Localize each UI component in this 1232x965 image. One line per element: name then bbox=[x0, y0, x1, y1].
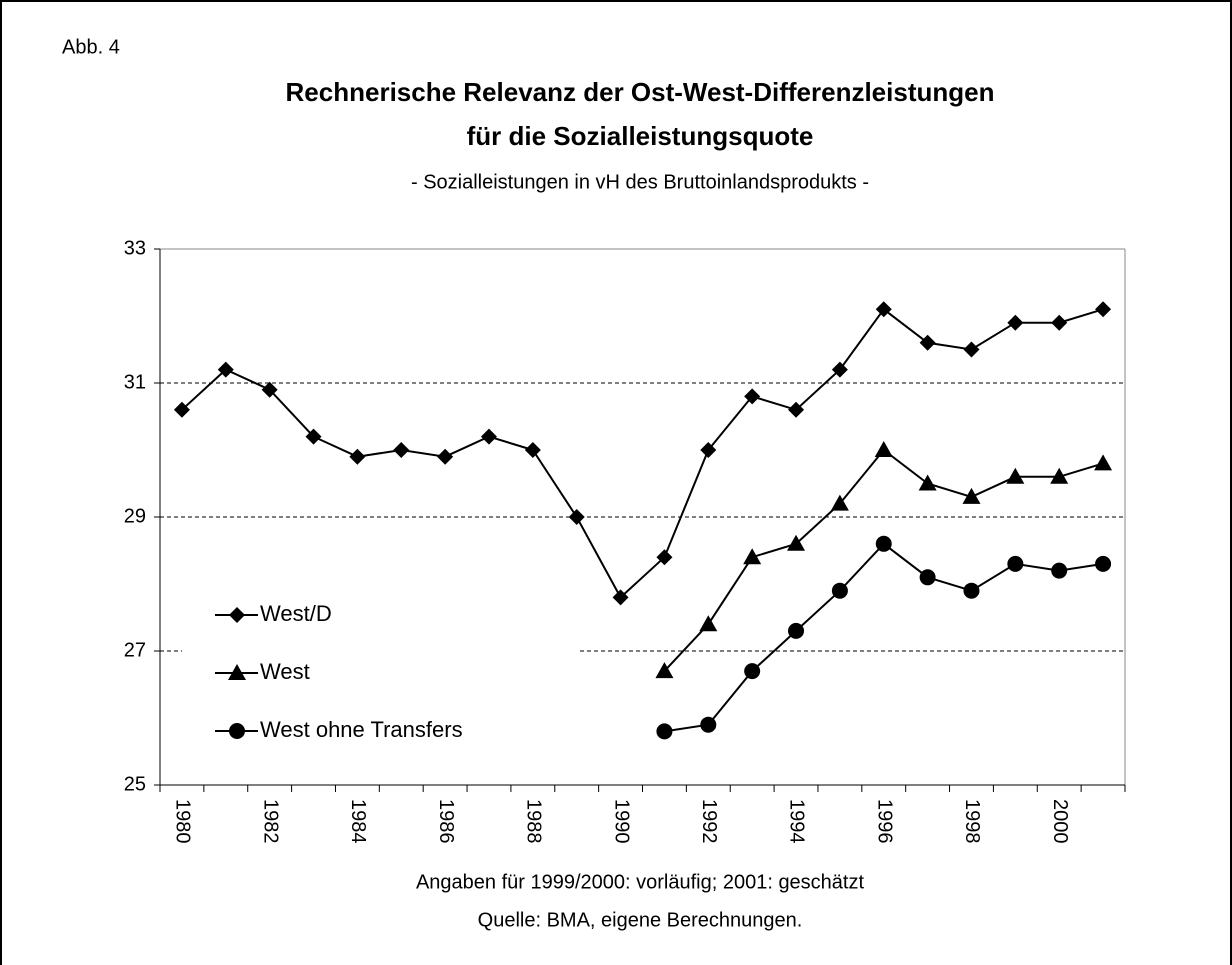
marker bbox=[919, 334, 936, 351]
marker bbox=[229, 723, 245, 739]
marker bbox=[831, 582, 848, 599]
marker bbox=[963, 582, 980, 599]
marker bbox=[918, 474, 937, 491]
y-tick-label: 31 bbox=[124, 371, 146, 393]
legend-bg bbox=[182, 594, 577, 756]
chart-title: für die Sozialleistungsquote bbox=[467, 121, 814, 151]
series-line bbox=[181, 307, 1104, 600]
marker bbox=[1095, 555, 1112, 572]
marker bbox=[612, 589, 629, 606]
marker bbox=[700, 716, 717, 733]
marker bbox=[962, 487, 981, 504]
legend-label: West bbox=[260, 659, 310, 684]
marker bbox=[568, 509, 585, 525]
marker bbox=[228, 664, 246, 680]
marker bbox=[393, 442, 410, 458]
marker bbox=[1007, 314, 1024, 331]
marker bbox=[874, 441, 893, 457]
x-tick-label: 1982 bbox=[259, 799, 281, 844]
y-tick-label: 27 bbox=[124, 639, 146, 661]
chart-subtitle: - Sozialleistungen in vH des Bruttoinlan… bbox=[411, 171, 869, 193]
marker bbox=[437, 448, 454, 465]
y-tick-label: 29 bbox=[124, 505, 146, 527]
x-tick-label: 1988 bbox=[523, 799, 545, 844]
marker bbox=[1095, 301, 1112, 318]
marker bbox=[217, 361, 234, 378]
note: Quelle: BMA, eigene Berechnungen. bbox=[478, 909, 803, 931]
marker bbox=[480, 428, 497, 445]
marker bbox=[875, 301, 892, 318]
legend-label: West ohne Transfers bbox=[260, 717, 463, 742]
x-tick-label: 1994 bbox=[786, 799, 808, 844]
marker bbox=[261, 381, 278, 398]
marker bbox=[524, 442, 541, 458]
marker bbox=[656, 723, 673, 740]
marker bbox=[744, 663, 761, 680]
x-tick-label: 1980 bbox=[172, 799, 194, 844]
marker bbox=[699, 615, 718, 632]
marker bbox=[1051, 562, 1068, 579]
marker bbox=[700, 442, 717, 458]
x-tick-label: 1990 bbox=[610, 799, 632, 844]
x-tick-label: 1998 bbox=[961, 799, 983, 844]
marker bbox=[173, 401, 190, 418]
legend: West/D West West ohne Transfers bbox=[182, 594, 577, 756]
marker bbox=[788, 401, 805, 418]
y-tick-label: 33 bbox=[124, 237, 146, 259]
x-tick-label: 1986 bbox=[435, 799, 457, 844]
marker bbox=[787, 534, 806, 551]
y-tick-label: 25 bbox=[124, 773, 146, 795]
marker bbox=[655, 662, 674, 679]
chart-title: Rechnerische Relevanz der Ost-West-Diffe… bbox=[286, 77, 995, 107]
marker bbox=[744, 388, 761, 405]
marker bbox=[1094, 454, 1113, 471]
legend-label: West/D bbox=[260, 601, 332, 626]
marker bbox=[831, 361, 848, 378]
marker bbox=[963, 341, 980, 358]
marker bbox=[875, 535, 892, 552]
marker bbox=[229, 607, 245, 623]
marker bbox=[788, 622, 805, 639]
marker bbox=[1007, 555, 1024, 572]
marker bbox=[305, 428, 322, 445]
marker bbox=[1050, 467, 1069, 484]
x-tick-label: 2000 bbox=[1049, 799, 1071, 844]
note: Angaben für 1999/2000: vorläufig; 2001: … bbox=[416, 871, 865, 893]
figure-label: Abb. 4 bbox=[62, 36, 120, 58]
x-tick-label: 1996 bbox=[873, 799, 895, 844]
marker bbox=[1006, 467, 1025, 484]
marker bbox=[656, 549, 673, 566]
marker bbox=[830, 494, 849, 511]
marker bbox=[919, 569, 936, 586]
marker bbox=[743, 548, 762, 565]
x-tick-label: 1992 bbox=[698, 799, 720, 844]
marker bbox=[349, 448, 366, 465]
x-tick-label: 1984 bbox=[347, 799, 369, 844]
marker bbox=[1051, 314, 1068, 331]
